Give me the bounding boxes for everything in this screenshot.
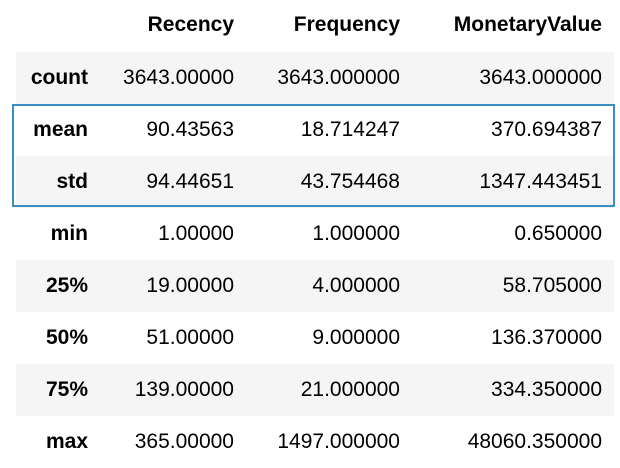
cell-75pct-monetary-value: 334.350000 — [412, 364, 614, 416]
cell-count-recency: 3643.00000 — [100, 52, 246, 104]
row-label-count: count — [16, 52, 100, 104]
cell-min-monetary-value: 0.650000 — [514, 222, 602, 245]
cell-50pct-recency: 51.00000 — [146, 326, 234, 349]
table-row-count: count 3643.00000 3643.000000 3643.000000 — [16, 52, 614, 104]
cell-mean-recency: 90.43563 — [146, 118, 234, 141]
table-row-min: min 1.00000 1.000000 0.650000 — [16, 208, 614, 260]
header-row: Recency Frequency MonetaryValue — [16, 0, 614, 52]
table-row-25pct: 25% 19.00000 4.000000 58.705000 — [16, 260, 614, 312]
cell-count-frequency: 3643.000000 — [246, 52, 412, 104]
table-row-mean: mean 90.43563 18.714247 370.694387 — [16, 104, 614, 156]
cell-25pct-monetary-value: 58.705000 — [412, 260, 614, 312]
cell-50pct-monetary-value: 136.370000 — [491, 326, 602, 349]
cell-max-frequency: 1497.000000 — [277, 430, 400, 453]
table-row-50pct: 50% 51.00000 9.000000 136.370000 — [16, 312, 614, 364]
describe-table: Recency Frequency MonetaryValue count 36… — [16, 0, 614, 468]
cell-mean-monetary-value: 370.694387 — [491, 118, 602, 141]
table-row-std: std 94.44651 43.754468 1347.443451 — [16, 156, 614, 208]
cell-mean-frequency: 18.714247 — [300, 118, 400, 141]
row-label-max: max — [45, 430, 88, 453]
cell-std-recency: 94.44651 — [100, 156, 246, 208]
cell-25pct-recency: 19.00000 — [100, 260, 246, 312]
cell-min-recency: 1.00000 — [158, 222, 234, 245]
cell-25pct-frequency: 4.000000 — [246, 260, 412, 312]
cell-max-monetary-value: 48060.350000 — [467, 430, 602, 453]
cell-75pct-recency: 139.00000 — [100, 364, 246, 416]
cell-75pct-frequency: 21.000000 — [246, 364, 412, 416]
row-label-min: min — [50, 222, 88, 245]
column-header-frequency: Frequency — [293, 13, 400, 36]
column-header-recency: Recency — [147, 13, 234, 36]
row-label-75pct: 75% — [16, 364, 100, 416]
row-label-mean: mean — [33, 118, 88, 141]
table-row-max: max 365.00000 1497.000000 48060.350000 — [16, 416, 614, 468]
table-row-75pct: 75% 139.00000 21.000000 334.350000 — [16, 364, 614, 416]
index-header — [16, 0, 100, 52]
column-header-monetary-value: MonetaryValue — [453, 13, 602, 36]
cell-max-recency: 365.00000 — [134, 430, 234, 453]
dataframe-describe-output: Recency Frequency MonetaryValue count 36… — [16, 0, 614, 468]
cell-50pct-frequency: 9.000000 — [312, 326, 400, 349]
row-label-25pct: 25% — [16, 260, 100, 312]
cell-count-monetary-value: 3643.000000 — [412, 52, 614, 104]
cell-std-monetary-value: 1347.443451 — [412, 156, 614, 208]
row-label-50pct: 50% — [45, 326, 88, 349]
cell-min-frequency: 1.000000 — [312, 222, 400, 245]
cell-std-frequency: 43.754468 — [246, 156, 412, 208]
row-label-std: std — [16, 156, 100, 208]
